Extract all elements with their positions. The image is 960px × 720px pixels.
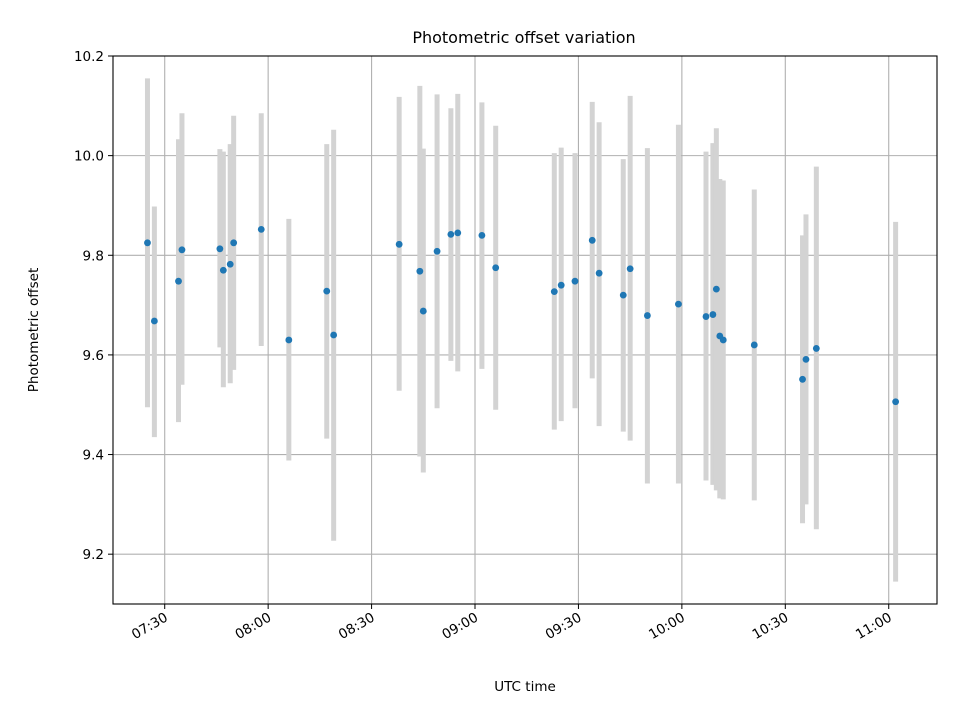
data-point xyxy=(216,245,224,253)
x-tick-label: 10:30 xyxy=(750,610,792,643)
data-point xyxy=(709,311,717,318)
y-tick-label: 10.0 xyxy=(74,149,104,165)
data-point xyxy=(150,317,158,325)
data-point xyxy=(750,341,758,349)
data-point xyxy=(323,287,331,295)
y-tick-label: 9.2 xyxy=(83,547,104,563)
data-point xyxy=(447,230,455,238)
data-point xyxy=(178,246,186,254)
y-tick-label: 10.2 xyxy=(74,49,104,65)
error-bars xyxy=(144,78,899,582)
x-tick-label: 09:00 xyxy=(439,610,481,643)
x-tick-label: 08:00 xyxy=(232,610,274,643)
data-point xyxy=(626,265,634,273)
grid-lines xyxy=(113,55,937,604)
data-point xyxy=(719,336,727,344)
data-point xyxy=(416,267,424,275)
data-point xyxy=(571,277,579,285)
y-axis-ticks: 9.2 9.4 9.6 9.8 10.0 10.2 xyxy=(74,49,113,563)
data-point xyxy=(230,239,238,247)
data-point xyxy=(454,229,462,237)
x-axis-label: UTC time xyxy=(494,679,556,695)
x-tick-label: 07:30 xyxy=(129,610,171,643)
data-point xyxy=(595,269,603,277)
y-tick-label: 9.4 xyxy=(83,448,104,464)
data-point xyxy=(812,345,820,352)
plot-frame xyxy=(112,55,938,605)
data-point xyxy=(285,336,293,344)
x-tick-label: 11:00 xyxy=(853,610,895,643)
y-axis-label: Photometric offset xyxy=(26,268,42,392)
data-point xyxy=(226,260,234,268)
data-point xyxy=(557,281,565,289)
data-point xyxy=(175,277,182,285)
data-point xyxy=(712,285,720,293)
x-axis-ticks: 07:30 08:00 08:30 09:00 09:30 10:00 10:30 11:00 xyxy=(129,604,895,643)
data-point xyxy=(802,355,810,363)
x-tick-label: 08:30 xyxy=(336,610,378,643)
data-point xyxy=(619,291,627,299)
data-point xyxy=(799,375,806,383)
data-point xyxy=(419,307,427,315)
data-point xyxy=(492,264,500,272)
data-point xyxy=(330,331,338,339)
data-point xyxy=(892,398,900,406)
y-tick-label: 9.8 xyxy=(83,248,104,264)
chart-title: Photometric offset variation xyxy=(412,28,635,47)
data-point xyxy=(144,239,151,247)
x-tick-label: 09:30 xyxy=(543,610,585,643)
data-point xyxy=(395,240,403,248)
data-points xyxy=(144,225,900,406)
data-point xyxy=(257,225,265,233)
data-point xyxy=(702,313,710,320)
data-point xyxy=(219,266,227,274)
data-point xyxy=(550,288,558,296)
data-point xyxy=(478,231,486,239)
data-point xyxy=(588,236,596,244)
data-point xyxy=(675,300,682,308)
data-point xyxy=(643,312,651,319)
y-tick-label: 9.6 xyxy=(83,348,104,364)
data-point xyxy=(433,247,441,255)
x-tick-label: 10:00 xyxy=(646,610,688,643)
